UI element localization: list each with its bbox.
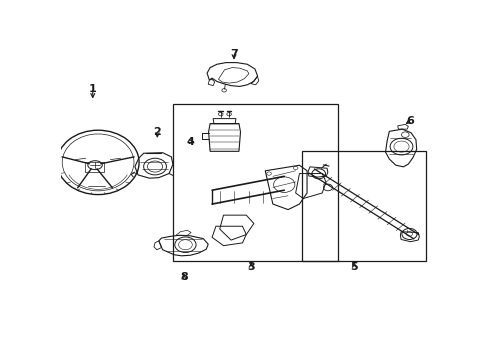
Text: 1: 1 (89, 84, 97, 94)
Text: 5: 5 (351, 262, 358, 272)
Bar (302, 151, 426, 261)
Bar (85, 162, 104, 172)
Text: 6: 6 (407, 116, 415, 126)
Text: 8: 8 (180, 273, 188, 283)
Text: 4: 4 (186, 136, 195, 147)
Bar (173, 104, 339, 261)
Text: 3: 3 (247, 262, 255, 272)
Text: 7: 7 (230, 49, 238, 59)
Text: 2: 2 (153, 127, 161, 137)
